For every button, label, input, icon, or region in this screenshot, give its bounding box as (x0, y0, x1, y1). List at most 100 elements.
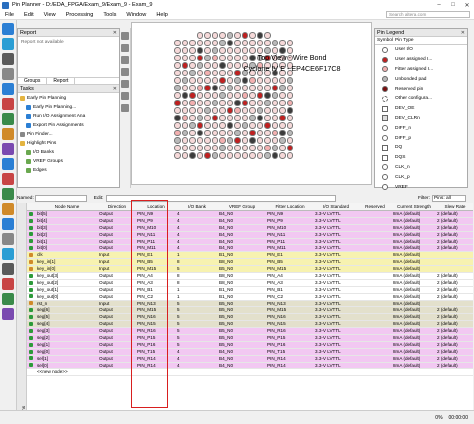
cell-reserved[interactable] (357, 328, 391, 334)
cell-current-strength[interactable]: 8mA (default) (393, 362, 421, 368)
package-pin[interactable] (174, 122, 181, 129)
package-pin[interactable] (264, 122, 271, 129)
package-pin[interactable] (279, 84, 286, 91)
package-pin[interactable] (249, 77, 256, 84)
cell-fitter-location[interactable]: PIN_M11 (267, 245, 286, 251)
cell-vref-group[interactable]: B4_N0 (219, 224, 234, 230)
named-input[interactable] (34, 195, 87, 202)
cell-reserved[interactable] (357, 294, 391, 300)
package-pin[interactable] (189, 92, 196, 99)
cell-direction[interactable]: Input (99, 300, 110, 306)
table-row[interactable]: clk Input PIN_E1 1 B1_N0 PIN_E1 3.3-V LVTTL 8mA… (27, 252, 473, 260)
cell-location[interactable]: PIN_R16 (137, 328, 156, 334)
cell-io-standard[interactable]: 3.3-V LVTTL (315, 217, 341, 223)
package-pin[interactable] (241, 62, 248, 69)
package-pin[interactable] (211, 47, 218, 54)
package-pin[interactable] (256, 62, 263, 69)
cell-vref-group[interactable]: B5_N0 (219, 314, 234, 320)
package-pin[interactable] (271, 99, 278, 106)
package-pin[interactable] (174, 107, 181, 114)
cell-location[interactable]: PIN_A4 (137, 273, 153, 279)
task-item[interactable]: Edges (20, 166, 117, 175)
cell-current-strength[interactable]: 8mA (default) (393, 348, 421, 354)
package-pin[interactable] (256, 114, 263, 121)
cell-slew-rate[interactable]: 2 (default) (437, 314, 458, 320)
package-pin[interactable] (271, 152, 278, 159)
package-pin[interactable] (226, 32, 233, 39)
refresh-icon[interactable] (2, 248, 14, 260)
cell-current-strength[interactable]: 8mA (default) (393, 293, 421, 299)
menu-help[interactable]: Help (156, 11, 168, 18)
package-pin[interactable] (181, 107, 188, 114)
package-pin[interactable] (204, 84, 211, 91)
cell-vref-group[interactable] (217, 369, 265, 375)
cell-io-bank[interactable] (175, 369, 217, 375)
all-pins-sidebar[interactable]: All Pins (17, 203, 27, 421)
show-legend-icon[interactable] (2, 188, 14, 200)
package-pin[interactable] (204, 69, 211, 76)
cell-current-strength[interactable]: 8mA (default) (393, 328, 421, 334)
cell-location[interactable] (135, 369, 175, 375)
cell-vref-group[interactable]: B1_N0 (219, 286, 234, 292)
zoom-tool-icon[interactable] (2, 38, 14, 50)
col-fitter-location[interactable]: Fitter Location (275, 204, 305, 209)
package-pin[interactable] (256, 107, 263, 114)
cell-reserved[interactable] (357, 211, 391, 217)
cell-vref-group[interactable]: B5_N0 (219, 341, 234, 347)
package-pin[interactable] (286, 129, 293, 136)
cell-current-strength[interactable]: 8mA (default) (393, 217, 421, 223)
cell-current-strength[interactable]: 8mA (default) (393, 286, 421, 292)
cell-node-name[interactable]: seg[1] (37, 341, 50, 347)
table-row[interactable]: seg[6] Output PIN_M15 5 B5_N0 PIN_M15 3.3-V LV… (27, 307, 473, 315)
cell-reserved[interactable] (357, 335, 391, 341)
package-pin[interactable] (204, 152, 211, 159)
filter-select[interactable]: Pins: all (432, 195, 466, 202)
package-pin[interactable] (241, 92, 248, 99)
package-pin[interactable] (174, 129, 181, 136)
package-pin[interactable] (234, 54, 241, 61)
menu-processing[interactable]: Processing (65, 11, 94, 18)
cell-direction[interactable]: Output (99, 341, 113, 347)
cell-node-name[interactable]: clk (37, 252, 43, 258)
package-pin[interactable] (264, 32, 271, 39)
package-pin[interactable] (234, 39, 241, 46)
table-row[interactable]: seg[5] Output PIN_N16 5 B5_N0 PIN_N16 3.3-V LV… (27, 314, 473, 322)
package-pin[interactable] (264, 107, 271, 114)
package-pin[interactable] (264, 69, 271, 76)
cell-node-name[interactable]: bit[4] (37, 217, 47, 223)
cell-slew-rate[interactable]: 2 (default) (437, 279, 458, 285)
cell-node-name[interactable]: seg[3] (37, 328, 50, 334)
cell-vref-group[interactable]: B8_N0 (219, 259, 234, 265)
package-pin[interactable] (286, 144, 293, 151)
package-pin[interactable] (189, 122, 196, 129)
package-pin[interactable] (174, 92, 181, 99)
package-pin[interactable] (189, 39, 196, 46)
cell-fitter-location[interactable] (265, 369, 313, 375)
cell-node-name[interactable]: key_out[2] (37, 279, 59, 285)
package-pin[interactable] (219, 47, 226, 54)
grid-icon[interactable] (121, 92, 129, 100)
cell-reserved[interactable] (357, 314, 391, 320)
error-icon[interactable] (2, 278, 14, 290)
package-pin[interactable] (271, 114, 278, 121)
col-node-name[interactable]: Node Name (54, 204, 80, 209)
cell-slew-rate[interactable]: 2 (default) (437, 335, 458, 341)
package-pin[interactable] (249, 84, 256, 91)
package-pin[interactable] (264, 152, 271, 159)
cell-fitter-location[interactable]: PIN_R16 (267, 328, 286, 334)
package-pin[interactable] (211, 114, 218, 121)
package-pin[interactable] (279, 92, 286, 99)
package-pin[interactable] (241, 122, 248, 129)
package-pin[interactable] (234, 122, 241, 129)
package-pin[interactable] (174, 62, 181, 69)
package-pin[interactable] (219, 122, 226, 129)
cell-fitter-location[interactable]: PIN_B1 (267, 286, 283, 292)
package-pin[interactable] (234, 107, 241, 114)
package-pin[interactable] (226, 137, 233, 144)
package-pin[interactable] (271, 77, 278, 84)
cell-slew-rate[interactable]: 2 (default) (437, 293, 458, 299)
table-row[interactable]: key_out[0] Output PIN_C2 1 B1_N0 PIN_C2 3.3-V … (27, 293, 473, 301)
cell-current-strength[interactable]: 8mA (default) (393, 224, 421, 230)
cell-io-standard[interactable]: 3.3-V LVTTL (315, 328, 341, 334)
cell-direction[interactable]: Output (99, 328, 113, 334)
